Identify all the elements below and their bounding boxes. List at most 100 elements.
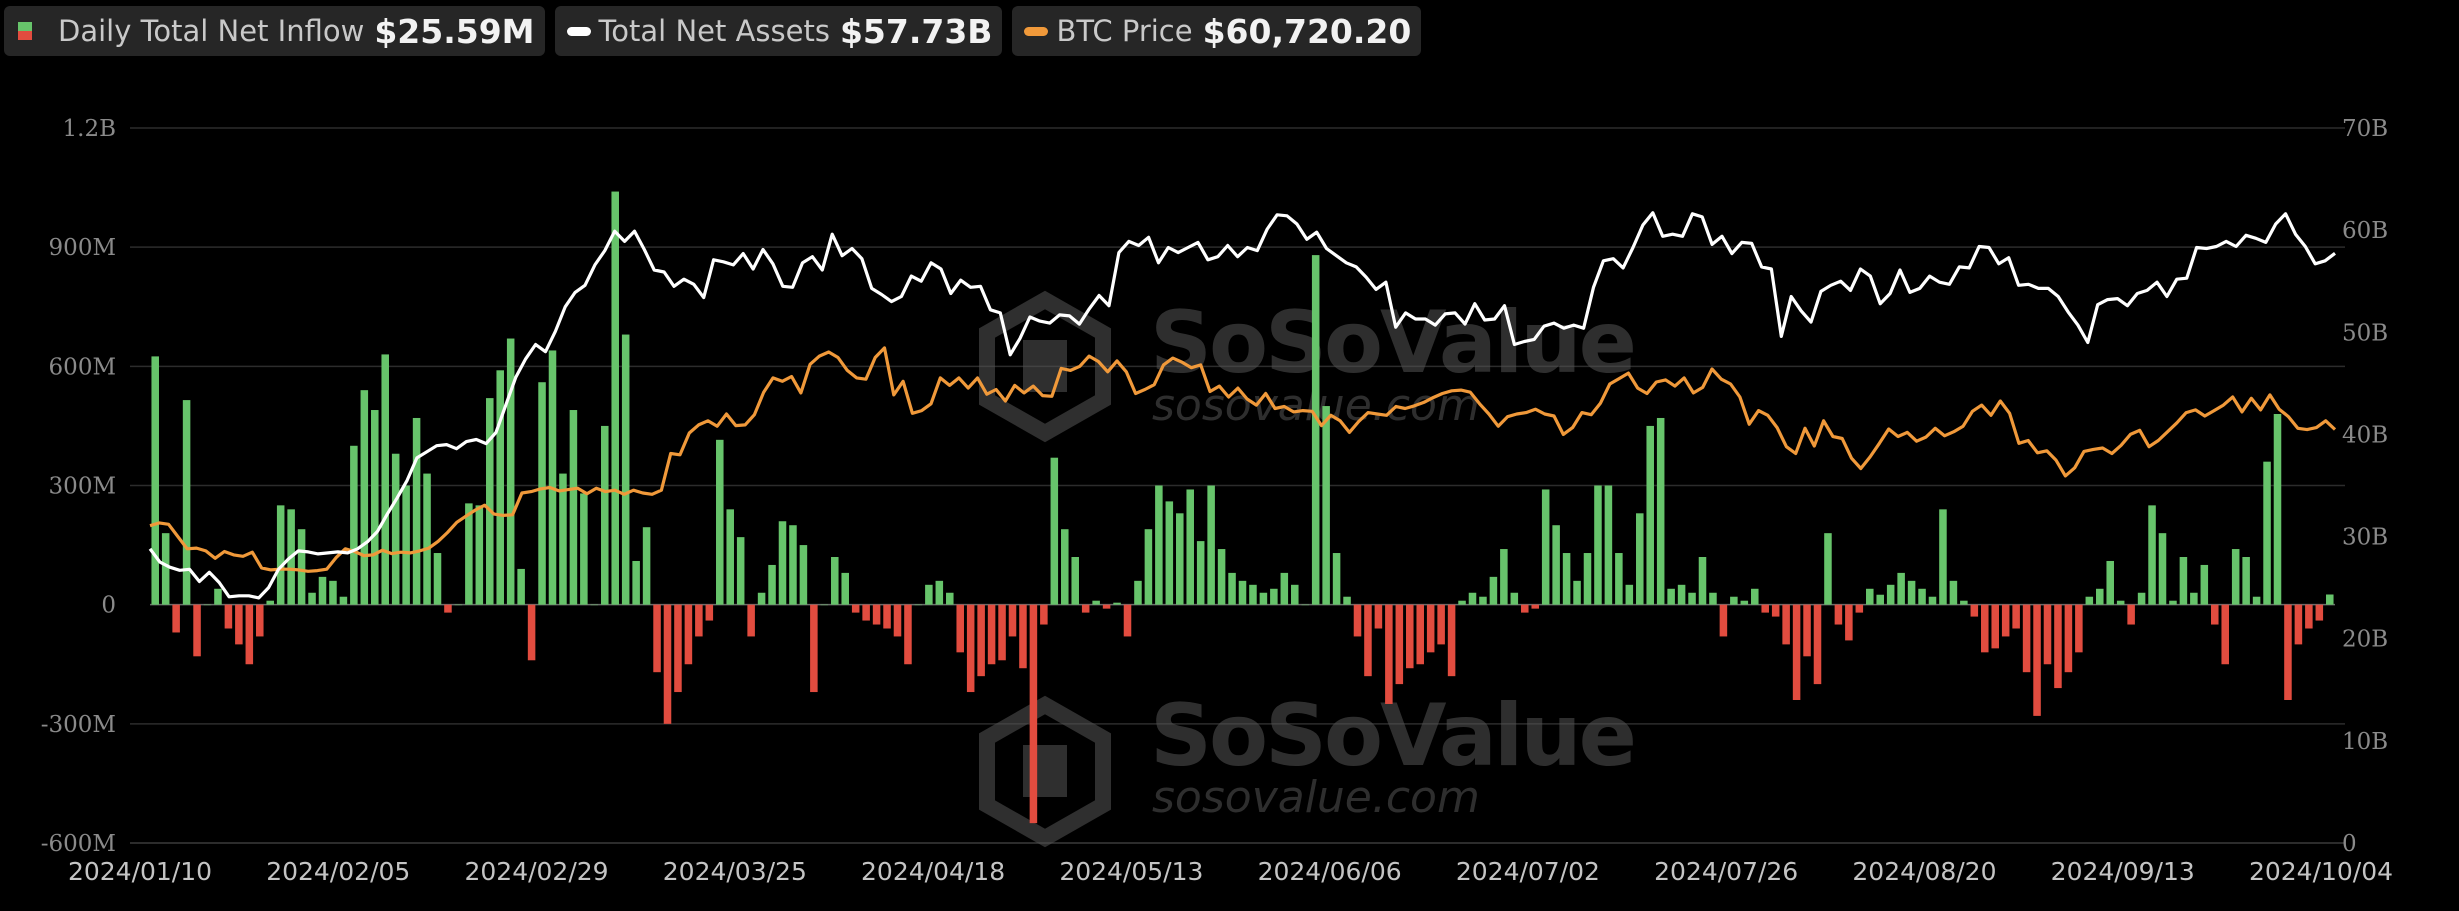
inflow-bar-positive xyxy=(1165,501,1174,605)
inflow-bar-negative xyxy=(2075,604,2083,653)
y-right-tick-label: 20B xyxy=(2342,627,2388,653)
inflow-bar-negative xyxy=(1803,604,1811,657)
inflow-bar-negative xyxy=(2054,604,2062,689)
inflow-bar-positive xyxy=(433,553,442,605)
inflow-bar-positive xyxy=(1468,592,1477,605)
y-axis-left: 1.2B 900M 600M 300M 0 -300M -600M xyxy=(41,116,116,857)
inflow-bar-negative xyxy=(235,604,243,645)
inflow-bar-negative xyxy=(1855,604,1864,613)
inflow-bar-negative xyxy=(1782,604,1790,645)
inflow-bar-negative xyxy=(1970,604,1979,617)
inflow-bar-positive xyxy=(360,390,369,605)
y-right-tick-label: 10B xyxy=(2342,729,2388,755)
inflow-bar-positive xyxy=(1824,533,1832,605)
inflow-bar-positive xyxy=(1688,592,1696,605)
inflow-bar-positive xyxy=(1677,584,1686,605)
inflow-bar-negative xyxy=(904,604,912,665)
inflow-bar-positive xyxy=(632,560,640,605)
inflow-bar-positive xyxy=(1228,572,1236,605)
inflow-bar-positive xyxy=(2137,592,2146,605)
y-left-tick-label: 300M xyxy=(49,474,116,500)
sosovalue-logo-icon xyxy=(979,290,1111,443)
inflow-bar-positive xyxy=(308,592,316,605)
inflow-bar-positive xyxy=(1238,580,1247,605)
legend-label: Total Net Assets xyxy=(598,14,830,48)
inflow-bar-negative xyxy=(851,604,860,613)
inflow-bar-positive xyxy=(1615,553,1623,605)
inflow-bar-positive xyxy=(1541,489,1550,605)
legend-value: $60,720.20 xyxy=(1202,11,1412,51)
inflow-bar-negative xyxy=(1364,604,1372,677)
inflow-bar-negative xyxy=(193,604,201,657)
series-lines xyxy=(148,211,2337,600)
inflow-bar-positive xyxy=(1489,576,1498,605)
legend-item-net-inflow[interactable]: Daily Total Net Inflow $25.59M xyxy=(4,6,545,56)
inflow-bar-negative xyxy=(1374,604,1383,629)
inflow-bar-negative xyxy=(527,604,536,661)
inflow-bar-positive xyxy=(1918,588,1926,605)
inflow-bars xyxy=(151,191,2334,824)
inflow-bar-negative xyxy=(1385,604,1393,704)
inflow-bar-positive xyxy=(1301,604,1309,606)
bar-swatch-icon xyxy=(18,22,32,40)
inflow-bar-positive xyxy=(2326,594,2334,605)
inflow-bar-positive xyxy=(538,382,546,605)
inflow-bar-negative xyxy=(883,604,891,629)
inflow-bar-positive xyxy=(475,505,484,605)
inflow-bar-negative xyxy=(1426,604,1435,653)
inflow-bar-positive xyxy=(2169,600,2177,605)
inflow-bar-positive xyxy=(329,580,337,605)
inflow-bar-negative xyxy=(1521,604,1529,613)
inflow-bar-negative xyxy=(872,604,881,625)
inflow-bar-positive xyxy=(506,338,515,605)
inflow-bar-positive xyxy=(935,580,944,605)
line-swatch-icon xyxy=(566,26,591,36)
inflow-bar-negative xyxy=(2305,604,2313,629)
inflow-bar-positive xyxy=(1479,596,1487,605)
inflow-bar-positive xyxy=(496,370,504,605)
inflow-bar-negative xyxy=(444,604,452,613)
y-left-tick-label: 900M xyxy=(49,235,116,261)
inflow-bar-positive xyxy=(1500,549,1508,605)
inflow-bar-positive xyxy=(2148,505,2156,605)
y-right-tick-label: 50B xyxy=(2342,320,2388,346)
inflow-bar-negative xyxy=(1792,604,1801,700)
inflow-bar-positive xyxy=(2116,600,2125,605)
y-left-tick-label: 1.2B xyxy=(63,116,116,142)
inflow-bar-positive xyxy=(1730,596,1738,605)
inflow-bar-positive xyxy=(726,509,734,605)
inflow-bar-positive xyxy=(757,592,766,605)
inflow-bar-positive xyxy=(1886,584,1895,605)
inflow-bar-positive xyxy=(590,604,599,606)
inflow-bar-positive xyxy=(1740,600,1749,605)
inflow-bar-positive xyxy=(2096,588,2104,605)
inflow-bar-positive xyxy=(1583,553,1592,605)
inflow-bar-positive xyxy=(1186,489,1194,605)
watermark: SoSoValue sosovalue.com SoSoValue sosova… xyxy=(979,290,1637,848)
inflow-bar-negative xyxy=(674,604,682,693)
legend-item-net-assets[interactable]: Total Net Assets $57.73B xyxy=(554,6,1003,56)
inflow-bar-positive xyxy=(1928,596,1937,605)
sosovalue-logo-icon xyxy=(979,695,1111,848)
inflow-bar-negative xyxy=(2064,604,2073,673)
inflow-bar-negative xyxy=(245,604,254,665)
inflow-bar-positive xyxy=(1322,406,1330,605)
inflow-bar-positive xyxy=(736,537,745,605)
inflow-bar-positive xyxy=(2179,557,2188,605)
inflow-bar-positive xyxy=(831,557,839,605)
inflow-bar-negative xyxy=(1395,604,1404,685)
inflow-bar-positive xyxy=(1092,600,1100,605)
inflow-bar-positive xyxy=(276,505,285,605)
inflow-bar-positive xyxy=(1155,485,1163,605)
inflow-bar-positive xyxy=(1270,588,1278,605)
line-swatch-icon xyxy=(1024,26,1049,36)
inflow-bar-negative xyxy=(1019,604,1027,669)
inflow-bar-positive xyxy=(1144,529,1153,605)
inflow-bar-positive xyxy=(1259,592,1268,605)
legend-item-btc-price[interactable]: BTC Price $60,720.20 xyxy=(1012,6,1422,56)
y-right-tick-label: 30B xyxy=(2342,525,2388,551)
watermark-brand: SoSoValue xyxy=(1150,686,1634,786)
inflow-bar-negative xyxy=(224,604,233,629)
inflow-bar-negative xyxy=(2033,604,2041,716)
